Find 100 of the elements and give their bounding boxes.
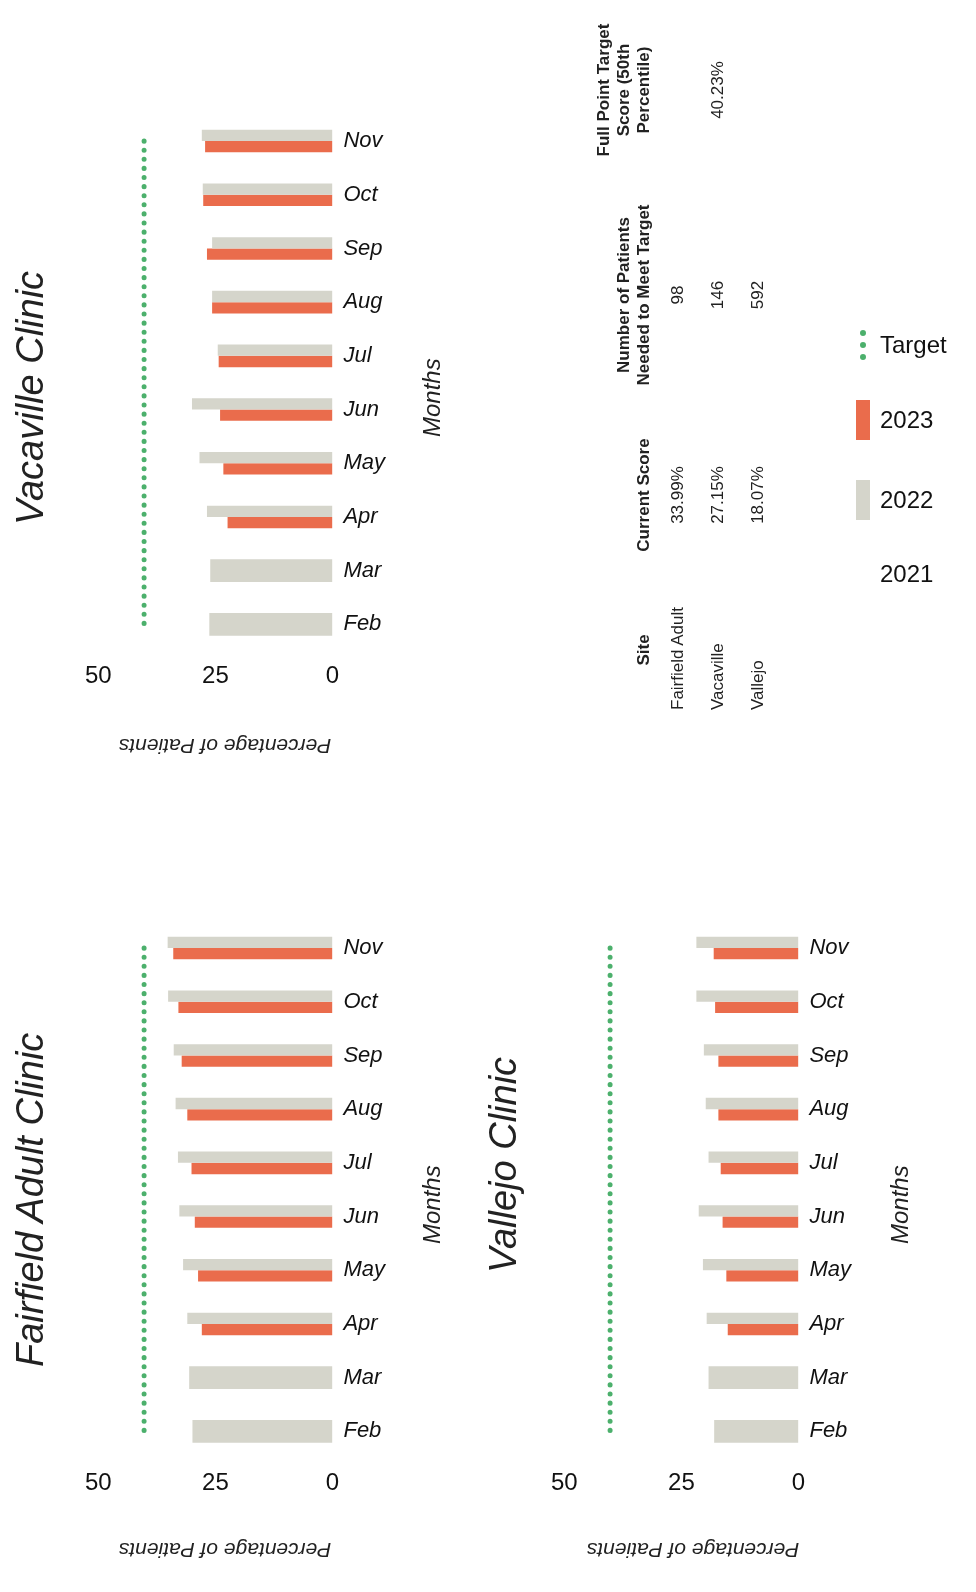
- bar: [706, 1312, 799, 1324]
- y-axis-title: Months: [885, 1164, 914, 1247]
- bar: [183, 1258, 333, 1271]
- y-tick-label: Sep: [809, 1041, 849, 1067]
- x-tick-label: 50: [551, 1468, 578, 1496]
- bar: [202, 183, 333, 195]
- bar: [720, 1162, 799, 1175]
- y-tick-label: Mar: [343, 556, 383, 582]
- y-tick-label: May: [809, 1256, 853, 1282]
- bar: [205, 141, 333, 153]
- bar: [212, 302, 333, 314]
- category-label: Vacaville: [708, 643, 727, 710]
- category-label: Current Score: [633, 437, 654, 554]
- y-tick-label: Nov: [343, 127, 385, 153]
- y-tick-label: Feb: [343, 1417, 382, 1443]
- y-tick-label: Sep: [343, 1041, 383, 1067]
- x-axis-title: Percentage of Patients: [117, 1538, 333, 1562]
- bar: [179, 1205, 333, 1217]
- y-tick-label: Jun: [808, 1202, 845, 1228]
- bar: [727, 1323, 799, 1336]
- text: 2021: [880, 560, 934, 588]
- category-label: Vallejo: [748, 660, 767, 710]
- y-tick-label: Apr: [341, 503, 380, 529]
- bar: [168, 990, 333, 1002]
- bar: [708, 1151, 799, 1163]
- bar: [181, 1055, 333, 1067]
- y-tick-label: Jun: [342, 395, 379, 421]
- y-tick-label: Mar: [343, 1363, 383, 1389]
- y-tick-label: Feb: [343, 610, 382, 636]
- bar: [703, 1044, 799, 1056]
- y-tick-label: Oct: [809, 987, 845, 1013]
- legend-label: 2022: [880, 486, 934, 514]
- category-label: Fairfield Adult: [668, 607, 687, 710]
- text: 98: [668, 285, 687, 305]
- bar: [722, 1216, 799, 1228]
- bar: [696, 936, 799, 949]
- y-tick-label: Nov: [809, 934, 851, 960]
- bar: [702, 1258, 799, 1271]
- bar: [201, 1323, 333, 1336]
- y-tick-label: Apr: [807, 1310, 846, 1336]
- text: Site: [633, 633, 654, 668]
- text: 40.23%: [708, 61, 727, 119]
- text: 592: [748, 280, 767, 310]
- y-tick-label: Sep: [343, 234, 383, 260]
- x-tick-label: 50: [85, 661, 112, 689]
- bar: [167, 936, 333, 949]
- bar: [177, 1151, 333, 1163]
- text: Vallejo Clinic: [480, 1055, 525, 1276]
- y-axis-title: Months: [417, 357, 446, 440]
- bar: [212, 237, 333, 249]
- y-tick-label: Jul: [808, 1148, 839, 1174]
- bar: [212, 290, 333, 303]
- bar: [173, 948, 333, 960]
- y-tick-label: Jul: [342, 1148, 373, 1174]
- bar: [715, 1001, 799, 1014]
- bar: [206, 248, 333, 260]
- bar: [187, 1312, 333, 1324]
- bar: [175, 1097, 333, 1110]
- y-tick-label: Feb: [809, 1417, 848, 1443]
- x-tick-label: 25: [202, 1468, 229, 1496]
- x-tick-label: 50: [85, 1468, 112, 1496]
- bar: [698, 1205, 799, 1217]
- bar: [705, 1097, 799, 1110]
- bar: [191, 398, 333, 410]
- bar: [718, 1055, 799, 1067]
- bar: [218, 355, 333, 368]
- bar: [223, 463, 333, 475]
- y-tick-label: Jun: [342, 1202, 379, 1228]
- bar: [206, 505, 333, 517]
- bar: [191, 1162, 333, 1175]
- category-label: Number of Patients Needed to Meet Target: [613, 203, 654, 388]
- legend-label: Target: [880, 331, 947, 359]
- text: Fairfield Adult Clinic: [7, 1031, 52, 1370]
- y-tick-label: Jul: [342, 341, 373, 367]
- text: 27.15%: [708, 466, 727, 524]
- bar: [194, 1216, 333, 1228]
- y-tick-label: Mar: [809, 1363, 849, 1389]
- y-tick-label: May: [343, 449, 387, 475]
- bar: [696, 990, 799, 1002]
- x-tick-label: 0: [325, 661, 340, 689]
- bar: [173, 1044, 333, 1056]
- text: Vacaville Clinic: [7, 269, 52, 528]
- bar: [220, 409, 333, 421]
- text: 18.07%: [748, 466, 767, 524]
- y-tick-label: Aug: [341, 1095, 384, 1121]
- bar: [203, 194, 333, 207]
- category-label: Full Point Target Score (50th Percentile): [593, 22, 654, 159]
- x-axis-title: Percentage of Patients: [117, 734, 333, 758]
- bar: [718, 1109, 799, 1121]
- y-tick-label: Apr: [341, 1310, 380, 1336]
- y-axis-title: Months: [417, 1164, 446, 1247]
- x-axis-title: Percentage of Patients: [585, 1538, 801, 1562]
- bar: [187, 1109, 333, 1121]
- x-tick-label: 25: [668, 1468, 695, 1496]
- text: 146: [708, 280, 727, 310]
- y-tick-label: Oct: [343, 180, 379, 206]
- y-tick-label: Oct: [343, 987, 379, 1013]
- x-tick-label: 0: [791, 1468, 806, 1496]
- y-tick-label: May: [343, 1256, 387, 1282]
- bar: [713, 948, 799, 960]
